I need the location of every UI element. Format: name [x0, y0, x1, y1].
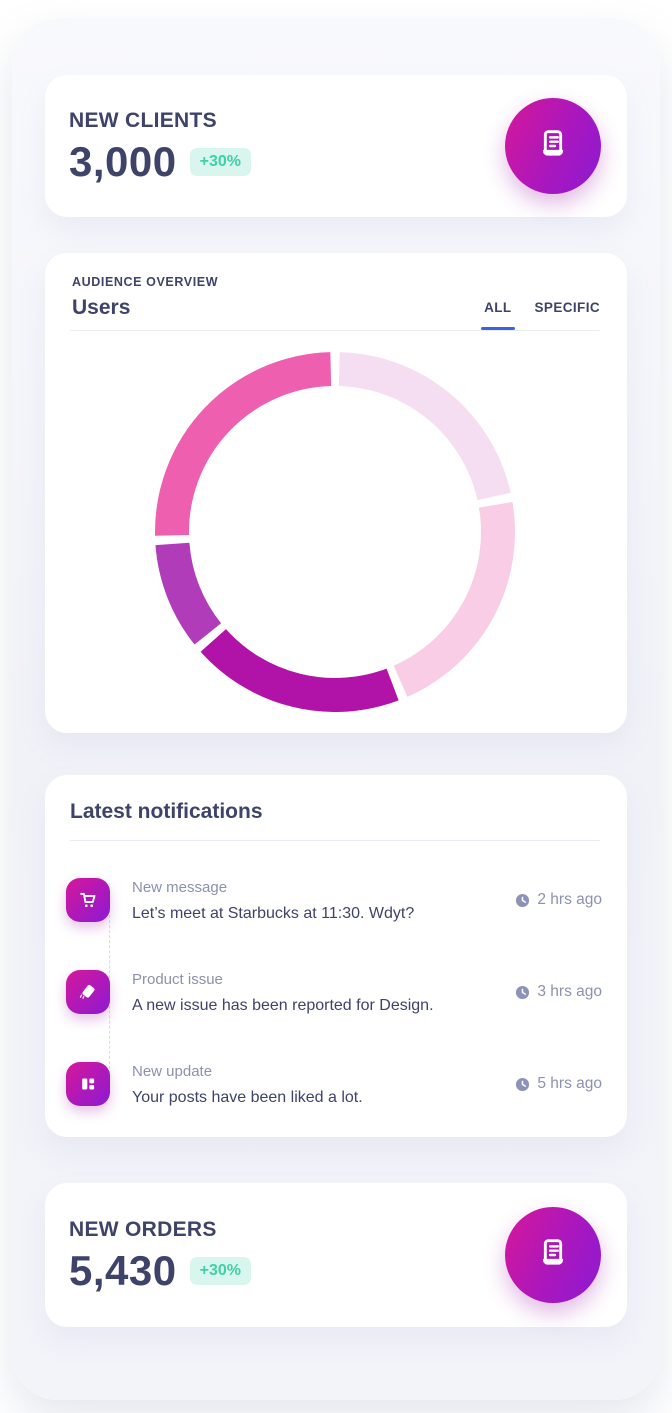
new-orders-report-button[interactable]: [505, 1207, 601, 1303]
notification-title: New update: [132, 1063, 213, 1080]
clock-icon: [516, 985, 530, 999]
tag-icon: [79, 984, 95, 999]
notification-icon-badge: [66, 1062, 110, 1106]
new-clients-growth-badge: +30%: [189, 148, 251, 176]
notification-timestamp: 5 hrs ago: [537, 1075, 602, 1092]
donut-segment: [393, 501, 515, 697]
audience-overview-card: AUDIENCE OVERVIEW Users ALL SPECIFIC: [45, 253, 627, 733]
notifications-title: Latest notifications: [70, 800, 263, 823]
audience-overview-label: AUDIENCE OVERVIEW: [72, 275, 219, 289]
audience-title: Users: [72, 296, 131, 319]
notification-row-product-issue[interactable]: Product issue A new issue has been repor…: [66, 970, 602, 1020]
donut-segment: [155, 352, 332, 536]
new-orders-title: NEW ORDERS: [69, 1218, 217, 1241]
receipt-icon: [542, 130, 564, 156]
notification-row-new-message[interactable]: New message Let’s meet at Starbucks at 1…: [66, 878, 602, 928]
new-orders-stats: NEW ORDERS 5,430 +30%: [69, 1218, 251, 1292]
new-clients-value: 3,000: [69, 138, 177, 185]
tab-specific[interactable]: SPECIFIC: [534, 300, 600, 315]
new-clients-report-button[interactable]: [505, 98, 601, 194]
notification-icon-badge: [66, 970, 110, 1014]
new-clients-stats: NEW CLIENTS 3,000 +30%: [69, 109, 251, 183]
users-donut-chart: [155, 352, 515, 712]
notification-text: A new issue has been reported for Design…: [132, 997, 434, 1014]
donut-segment: [200, 628, 399, 712]
notification-text: Your posts have been liked a lot.: [132, 1089, 363, 1106]
donut-segment: [155, 542, 222, 645]
notification-title: New message: [132, 879, 228, 896]
donut-segment: [338, 352, 511, 501]
notifications-divider: [70, 840, 600, 841]
notification-icon-badge: [66, 878, 110, 922]
grid-icon: [82, 1078, 95, 1090]
notification-time: 5 hrs ago: [515, 1075, 602, 1093]
clock-icon: [516, 893, 530, 907]
users-donut-chart-wrap: [155, 352, 515, 712]
new-clients-title: NEW CLIENTS: [69, 109, 217, 132]
cart-icon: [80, 892, 96, 908]
new-orders-card: NEW ORDERS 5,430 +30%: [45, 1183, 627, 1327]
notification-title: Product issue: [132, 971, 223, 988]
receipt-icon: [542, 1239, 564, 1265]
notification-time: 3 hrs ago: [515, 983, 602, 1001]
notification-row-new-update[interactable]: New update Your posts have been liked a …: [66, 1062, 602, 1112]
audience-tabs: ALL SPECIFIC: [481, 300, 600, 330]
notification-timestamp: 3 hrs ago: [537, 983, 602, 1000]
latest-notifications-card: Latest notifications New message Let’s m…: [45, 775, 627, 1137]
app-container: NEW CLIENTS 3,000 +30% AUDIENCE OVERVIEW…: [12, 18, 660, 1400]
new-orders-growth-badge: +30%: [189, 1257, 251, 1285]
notification-timestamp: 2 hrs ago: [537, 891, 602, 908]
new-clients-card: NEW CLIENTS 3,000 +30%: [45, 75, 627, 217]
audience-header-divider: [70, 330, 600, 331]
tab-all[interactable]: ALL: [481, 300, 516, 330]
clock-icon: [516, 1077, 530, 1091]
notification-text: Let’s meet at Starbucks at 11:30. Wdyt?: [132, 905, 415, 922]
notification-time: 2 hrs ago: [515, 891, 602, 909]
new-orders-value: 5,430: [69, 1247, 177, 1294]
